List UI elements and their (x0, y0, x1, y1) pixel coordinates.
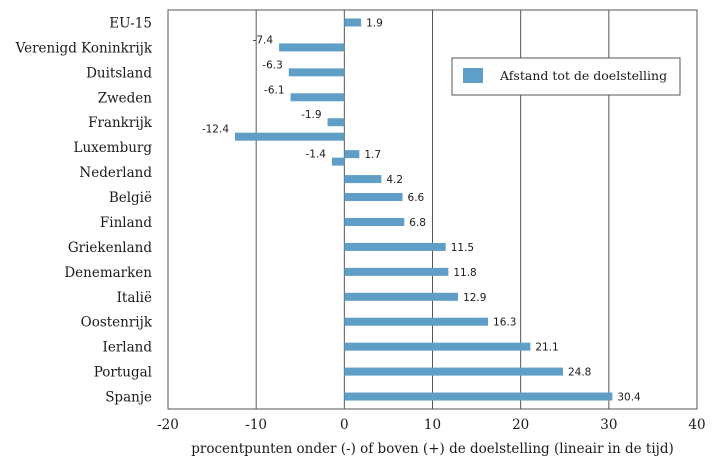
bar (344, 242, 446, 251)
x-tick-label: 40 (688, 417, 705, 433)
bar (344, 342, 531, 351)
bar (344, 367, 563, 376)
category-label: Duitsland (86, 65, 152, 81)
bar (279, 43, 345, 52)
legend-label: Afstand tot de doelstelling (499, 68, 667, 83)
x-tick-label: 0 (340, 417, 349, 433)
bar-value-label: 1.7 (364, 149, 381, 161)
bar (344, 150, 360, 159)
category-label: Griekenland (68, 240, 152, 256)
category-label: Portugal (94, 365, 152, 381)
bar-value-label: 6.6 (408, 192, 425, 204)
bar (344, 18, 362, 27)
bar (344, 392, 613, 401)
bar (327, 118, 345, 127)
category-label: Luxemburg (74, 140, 153, 156)
bar-value-label: 24.8 (568, 367, 591, 379)
category-labels: EU-15 Verenigd Koninkrijk Duitsland Zweden F… (15, 15, 153, 405)
category-label: EU-15 (109, 15, 152, 31)
x-tick-label: 20 (512, 417, 529, 433)
x-tick-label: -10 (245, 417, 267, 433)
bar-value-label: 12.9 (463, 292, 486, 304)
x-tick-label: 10 (424, 417, 441, 433)
bar (331, 157, 345, 166)
category-label: Ierland (103, 340, 153, 356)
category-label: Oostenrijk (81, 315, 153, 331)
bar-value-label: 6.8 (409, 217, 426, 229)
bar (344, 193, 403, 202)
x-tick-label: 30 (600, 417, 617, 433)
bar-value-label: -6.1 (264, 84, 285, 96)
category-label: Italië (117, 290, 152, 306)
bar (290, 93, 345, 102)
category-label: Verenigd Koninkrijk (15, 40, 153, 56)
bar-value-label: -6.3 (262, 59, 283, 71)
bar-value-label: 4.2 (386, 174, 403, 186)
category-label: Finland (100, 215, 152, 231)
bars-layer: 1.9 -7.4 -6.3 -6.1 -1.9 -12.4 1.7 -1.4 4.2 6.6 6.8… (202, 17, 641, 403)
category-label: België (109, 190, 152, 206)
bar-value-label: 11.5 (451, 242, 474, 254)
category-label: Frankrijk (88, 115, 153, 131)
bar (344, 217, 405, 226)
x-axis-label: procentpunten onder (-) of boven (+) de … (191, 441, 674, 457)
category-label: Zweden (98, 90, 153, 106)
bar (344, 175, 382, 184)
bar (344, 267, 449, 276)
bar-value-label: -7.4 (253, 34, 274, 46)
category-label: Spanje (105, 390, 152, 406)
bar-value-label: 16.3 (493, 317, 516, 329)
legend-swatch (463, 68, 483, 83)
bar-value-label: 21.1 (535, 342, 558, 354)
bar (235, 132, 345, 141)
legend: Afstand tot de doelstelling (451, 57, 681, 96)
category-label: Denemarken (64, 265, 152, 281)
bar-value-label: 1.9 (366, 17, 383, 29)
bar (288, 68, 345, 77)
bar-value-label: -1.9 (301, 109, 322, 121)
bar (344, 292, 459, 301)
legend-box (451, 57, 681, 96)
x-tick-label: -20 (157, 417, 179, 433)
bar-value-label: -12.4 (202, 124, 229, 136)
category-label: Nederland (79, 165, 152, 181)
bar (344, 317, 489, 326)
bar-value-label: -1.4 (305, 149, 326, 161)
bar-value-label: 30.4 (617, 392, 641, 404)
x-tick-labels: -20 -10 0 10 20 30 40 (157, 417, 705, 433)
bar-value-label: 11.8 (453, 267, 476, 279)
